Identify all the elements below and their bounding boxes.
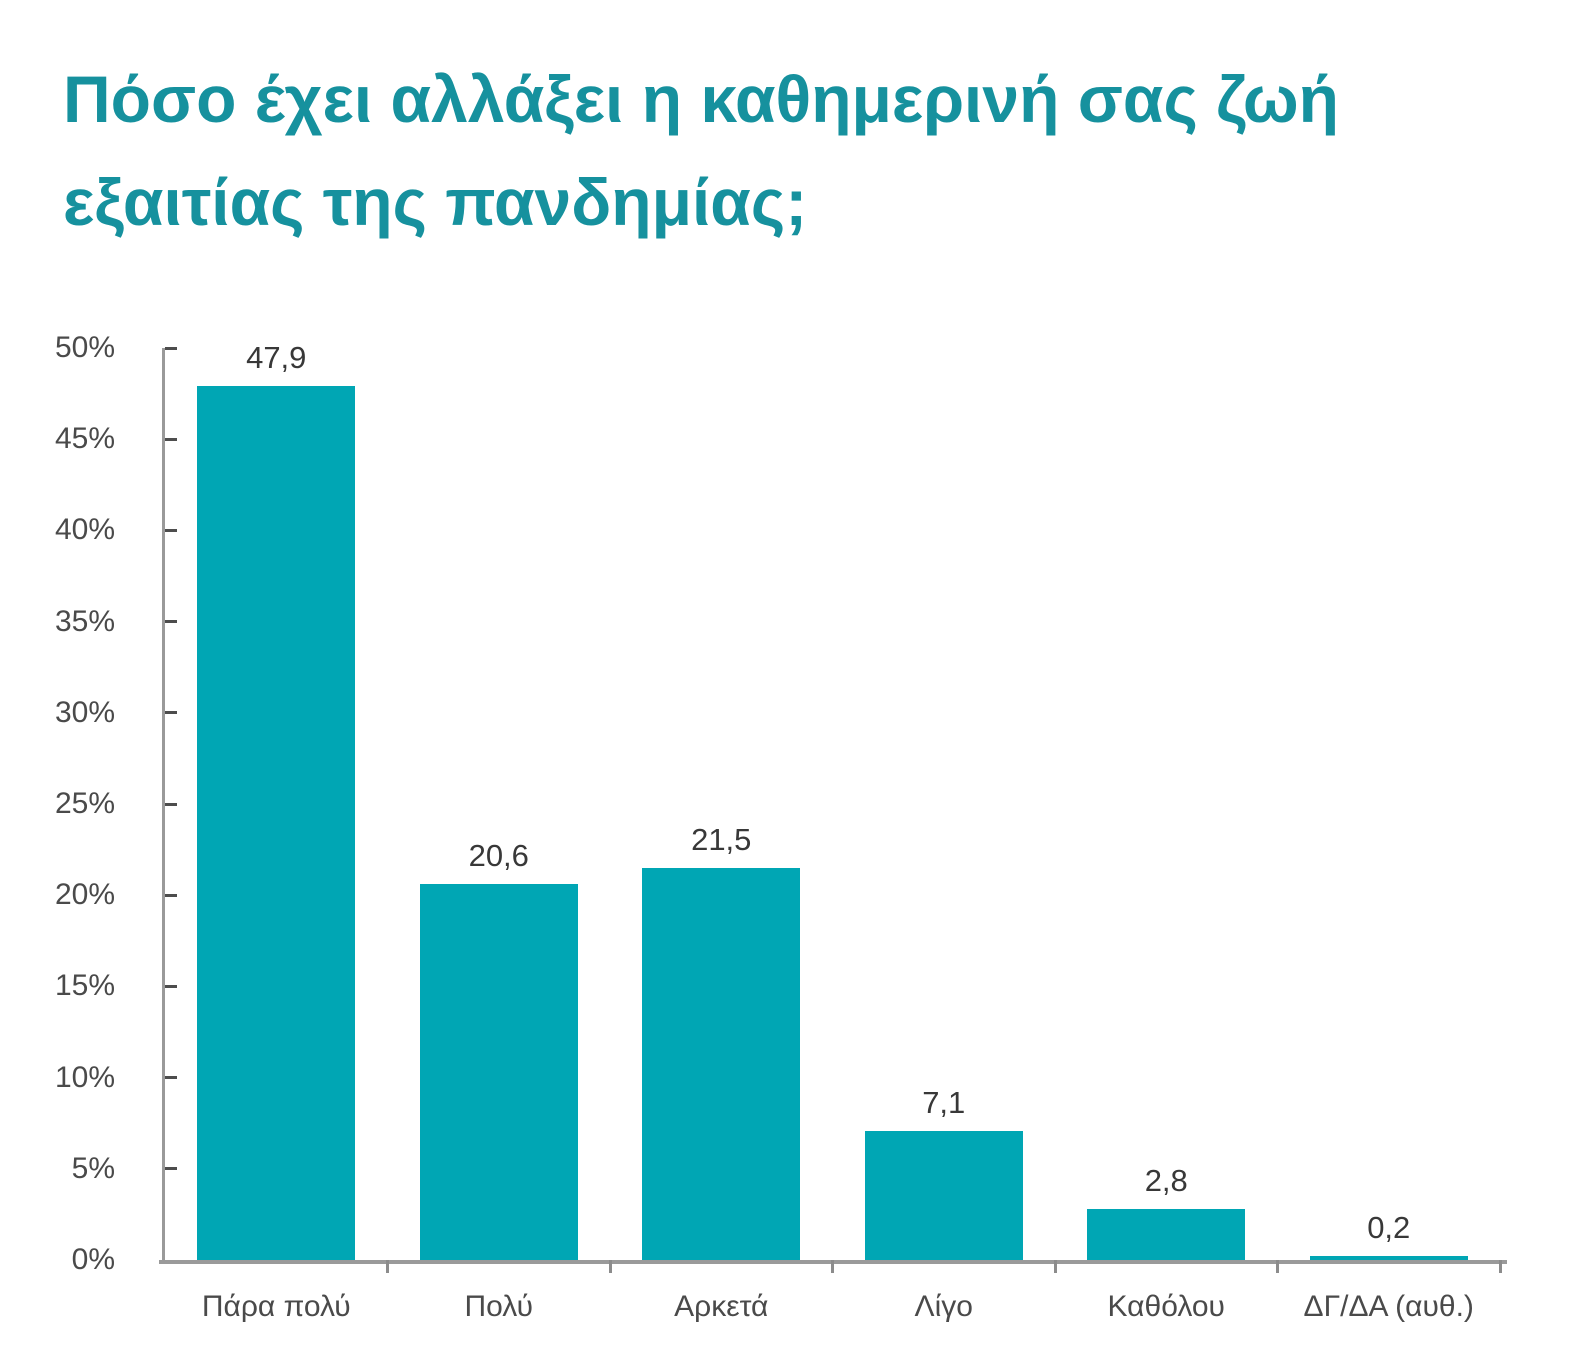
x-axis-category-label: ΔΓ/ΔΑ (αυθ.) (1303, 1290, 1474, 1323)
y-axis-tick-label: 40% (54, 513, 115, 547)
y-axis-tick (165, 711, 177, 715)
y-axis-tick-label: 15% (54, 969, 115, 1003)
chart-title-line-1: Πόσο έχει αλλάξει η καθημερινή σας ζωή (63, 62, 1339, 136)
y-axis-tick-label: 5% (71, 1151, 115, 1185)
bar-chart-plot-area: 0% 5% 10% 15% 20% 25% 30% 35% 40% 45% 50% 47,9 Πάρα … (55, 331, 1507, 1323)
x-axis-tick (1498, 1260, 1502, 1273)
y-axis-tick (165, 620, 177, 624)
x-axis-tick (1276, 1260, 1279, 1273)
bar-6 (1309, 1256, 1468, 1260)
bar-2 (419, 884, 578, 1260)
bar-3 (642, 867, 801, 1260)
y-axis-tick-label: 25% (54, 787, 115, 820)
y-axis-tick (165, 528, 177, 532)
x-axis-category-label: Καθόλου (1107, 1290, 1225, 1323)
y-axis-tick (165, 346, 177, 350)
x-axis-tick (386, 1260, 389, 1273)
x-axis-category-label: Πάρα πολύ (201, 1290, 351, 1323)
bar-value-label: 7,1 (922, 1084, 966, 1120)
x-axis-category-label: Λίγο (914, 1290, 973, 1323)
bar-1 (197, 386, 356, 1260)
y-axis-tick (165, 802, 177, 806)
y-axis-tick-label: 45% (54, 422, 115, 456)
y-axis-tick (165, 1076, 177, 1080)
x-axis-tick (608, 1260, 612, 1273)
x-axis-tick (1053, 1260, 1057, 1273)
y-axis-tick-label: 30% (54, 695, 115, 729)
x-axis-category-label: Αρκετά (674, 1290, 769, 1323)
bar-value-label: 2,8 (1144, 1162, 1188, 1198)
y-axis-tick-label: 0% (71, 1243, 115, 1276)
y-axis-tick-label: 20% (54, 878, 115, 912)
chart-title-line-2: εξαιτίας της πανδημίας; (63, 165, 808, 239)
chart-title: Πόσο έχει αλλάξει η καθημερινή σας ζωή ε… (63, 48, 1523, 254)
y-axis-line (162, 348, 165, 1264)
bar-value-label: 47,9 (246, 340, 307, 376)
bar-5 (1087, 1208, 1246, 1260)
x-axis-tick (831, 1260, 834, 1273)
bar-value-label: 0,2 (1367, 1210, 1411, 1246)
x-axis-category-label: Πολύ (464, 1290, 533, 1323)
bar-4 (864, 1130, 1023, 1260)
y-axis-tick-label: 35% (54, 604, 115, 638)
y-axis-tick (165, 1167, 177, 1171)
y-axis-tick (165, 893, 177, 897)
bar-value-label: 20,6 (468, 838, 529, 874)
y-axis-tick (165, 984, 177, 988)
y-axis-tick-label: 50% (54, 331, 115, 364)
bar-value-label: 21,5 (691, 821, 752, 857)
y-axis-tick-label: 10% (54, 1060, 115, 1094)
y-axis-tick (165, 437, 177, 441)
